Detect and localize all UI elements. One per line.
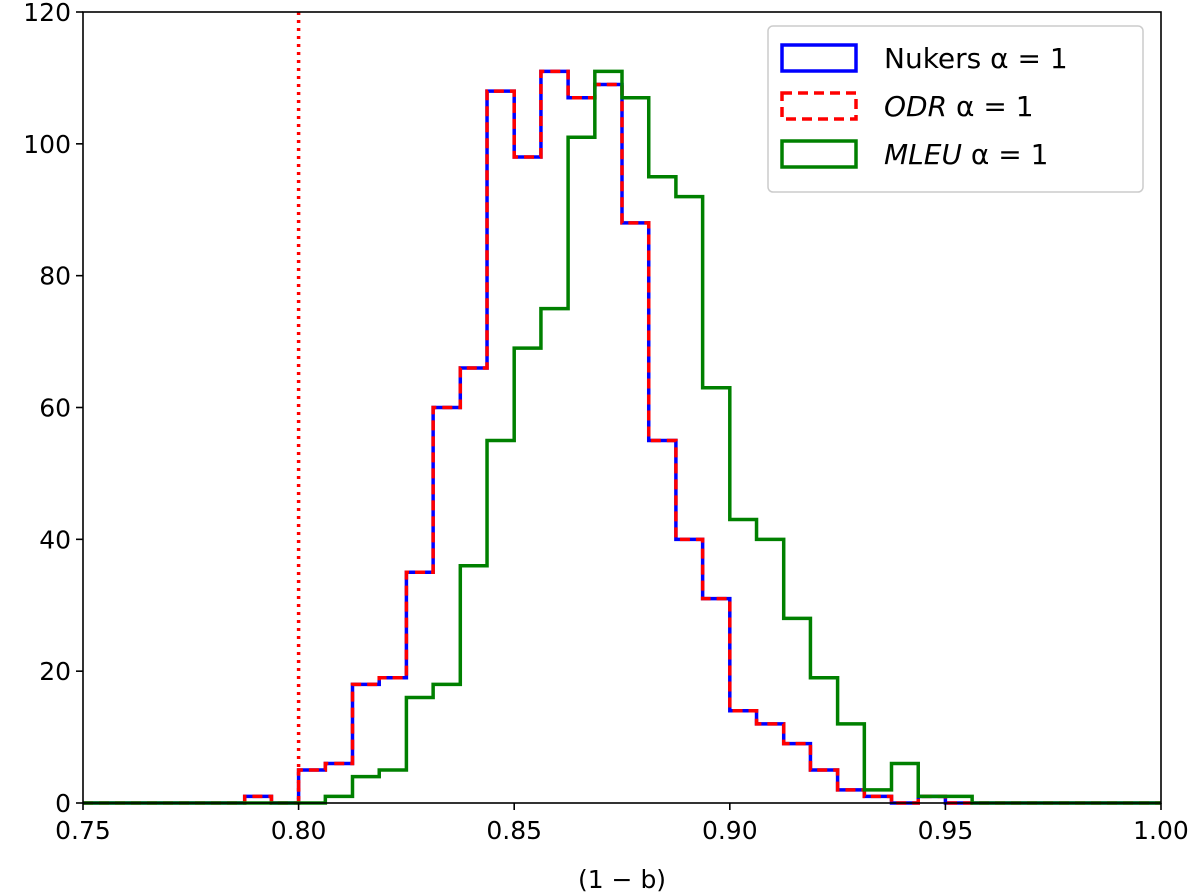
legend-swatch-odr bbox=[780, 91, 858, 121]
legend-label-main: ODR bbox=[884, 90, 956, 123]
y-tick-label: 60 bbox=[39, 394, 71, 423]
legend-label-odr: ODR α = 1 bbox=[884, 90, 1034, 123]
y-tick-label: 0 bbox=[55, 789, 71, 818]
y-tick-label: 80 bbox=[39, 262, 71, 291]
plot-area bbox=[82, 11, 1162, 805]
legend-box bbox=[767, 25, 1144, 193]
y-tick-label: 40 bbox=[39, 525, 71, 554]
x-axis-ticks: 0.75 0.80 0.85 0.90 0.95 1.00 bbox=[55, 803, 1189, 845]
x-tick-label: 1.00 bbox=[1133, 816, 1189, 845]
legend-label-alpha: α = 1 bbox=[971, 138, 1049, 171]
legend-swatch-nukers bbox=[780, 43, 858, 73]
y-tick-label: 120 bbox=[23, 0, 71, 27]
legend-label-alpha: α = 1 bbox=[990, 42, 1068, 75]
legend-label-main: Nukers bbox=[884, 42, 990, 75]
x-tick-label: 0.85 bbox=[486, 816, 542, 845]
x-tick-label: 0.80 bbox=[271, 816, 327, 845]
x-tick-label: 0.90 bbox=[702, 816, 758, 845]
legend-label-main: MLEU bbox=[884, 138, 971, 171]
x-axis-label: (1 − b) bbox=[578, 865, 666, 894]
legend-swatch-mleu bbox=[780, 139, 858, 169]
legend-label-mleu: MLEU α = 1 bbox=[884, 138, 1048, 171]
x-tick-label: 0.95 bbox=[918, 816, 974, 845]
y-tick-label: 100 bbox=[23, 130, 71, 159]
x-tick-label: 0.75 bbox=[55, 816, 111, 845]
legend-label-nukers: Nukers α = 1 bbox=[884, 42, 1068, 75]
y-axis-ticks: 0 20 40 60 80 100 120 bbox=[23, 0, 83, 818]
series-mleu-step bbox=[83, 69, 1161, 805]
legend-label-alpha: α = 1 bbox=[956, 90, 1034, 123]
y-tick-label: 20 bbox=[39, 657, 71, 686]
